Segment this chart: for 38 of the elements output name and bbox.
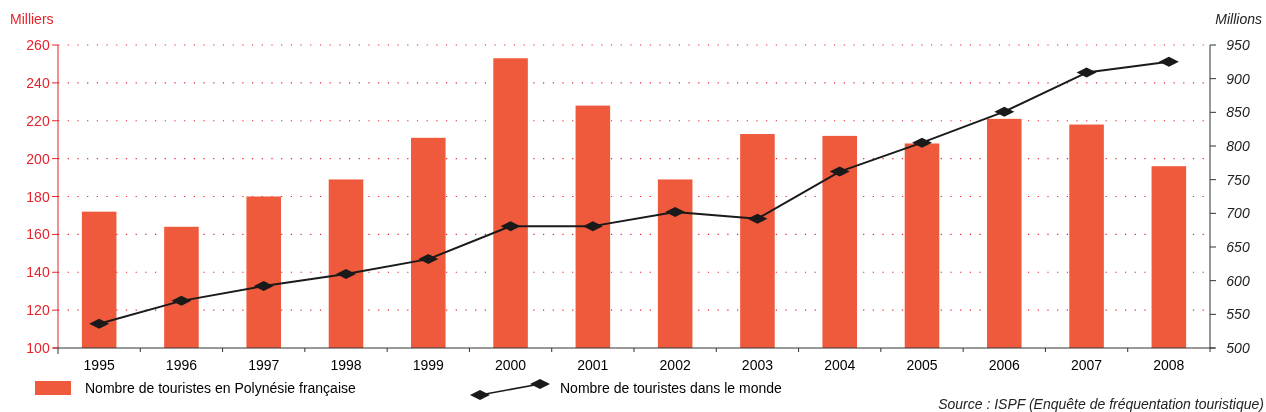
x-tick-label: 2004 [824,357,856,373]
x-tick-label: 2008 [1153,357,1185,373]
source-note: Source : ISPF (Enquête de fréquentation touristique) [938,396,1264,412]
y-tick-label: 100 [26,340,50,356]
y2-axis-title: Millions [1215,11,1262,27]
y2-tick-label: 950 [1226,37,1250,53]
y-tick-label: 220 [26,112,50,129]
y-tick-label: 160 [26,226,50,243]
x-tick-label: 2001 [577,357,609,373]
y-tick-label: 240 [26,74,50,91]
y2-tick-label: 600 [1226,272,1250,289]
y-tick-label: 120 [26,302,50,319]
x-tick-label: 1998 [330,357,362,373]
y2-tick-label: 700 [1226,205,1250,222]
y2-tick-label: 550 [1226,306,1250,323]
legend-label: Nombre de touristes dans le monde [560,380,782,396]
x-tick-label: 2007 [1070,357,1103,373]
x-tick-label: 2006 [988,357,1021,373]
y2-tick-label: 650 [1226,239,1250,255]
x-tick-label: 2005 [906,357,938,373]
y2-tick-label: 850 [1226,104,1250,121]
y-tick-label: 200 [26,150,50,167]
x-tick-label: 1997 [248,357,280,373]
y-axis-title: Milliers [10,11,54,27]
y2-tick-label: 900 [1226,70,1250,87]
y2-tick-label: 750 [1226,171,1250,188]
x-tick-label: 2002 [659,357,691,373]
x-tick-label: 1995 [83,357,115,373]
y-tick-label: 180 [26,188,50,205]
y2-tick-label: 800 [1226,138,1250,154]
y-tick-label: 260 [26,37,50,53]
x-tick-label: 2000 [494,357,527,373]
y2-tick-label: 500 [1226,340,1250,356]
x-tick-label: 1996 [165,357,198,373]
y-tick-label: 140 [26,264,50,281]
x-tick-label: 1999 [412,357,445,373]
legend-label: Nombre de touristes en Polynésie française [85,380,357,396]
x-tick-label: 2003 [741,357,774,373]
